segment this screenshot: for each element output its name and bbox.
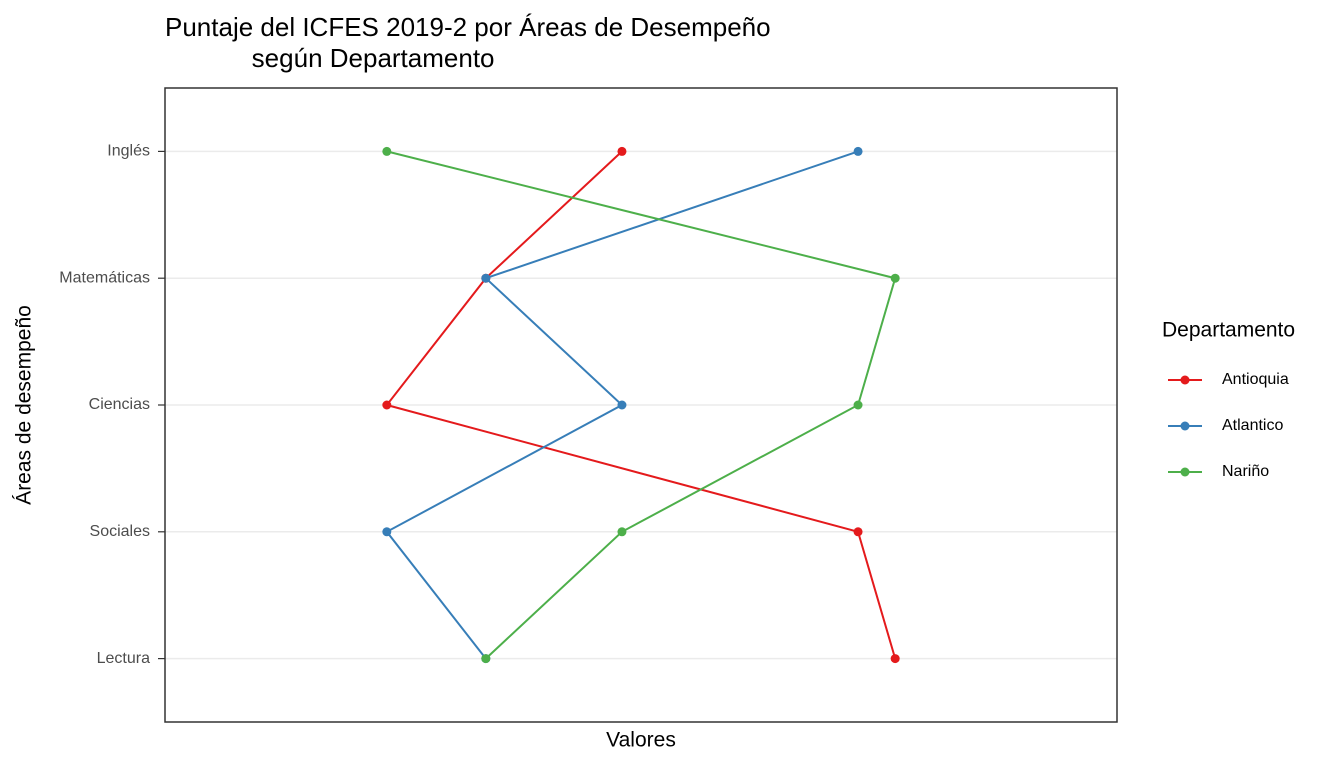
data-point	[382, 400, 392, 410]
legend-label: Nariño	[1222, 463, 1269, 480]
y-tick-label: Lectura	[97, 650, 150, 667]
y-tick-label: Inglés	[107, 143, 150, 160]
data-point	[481, 654, 491, 664]
data-point	[890, 654, 900, 664]
data-point	[617, 400, 627, 410]
plot-border	[164, 87, 1118, 723]
data-point	[382, 527, 392, 537]
x-axis-label: Valores	[606, 729, 676, 752]
y-tick-label: Ciencias	[89, 396, 150, 413]
y-tick-label: Matemáticas	[59, 269, 150, 286]
data-point	[617, 527, 627, 537]
data-point	[617, 146, 627, 156]
legend-label: Antioquia	[1222, 371, 1289, 388]
data-point	[481, 273, 491, 283]
data-point	[853, 146, 863, 156]
data-point	[853, 527, 863, 537]
y-tick-label: Sociales	[90, 523, 150, 540]
legend-title: Departamento	[1162, 319, 1295, 342]
legend-label: Atlantico	[1222, 417, 1283, 434]
legend-point	[1180, 421, 1190, 431]
y-axis-label: Áreas de desempeño	[13, 305, 36, 505]
data-point	[382, 146, 392, 156]
legend-point	[1180, 375, 1190, 385]
data-point	[890, 273, 900, 283]
data-point	[853, 400, 863, 410]
chart-title: Puntaje del ICFES 2019-2 por Áreas de De…	[165, 12, 771, 73]
legend-point	[1180, 467, 1190, 477]
